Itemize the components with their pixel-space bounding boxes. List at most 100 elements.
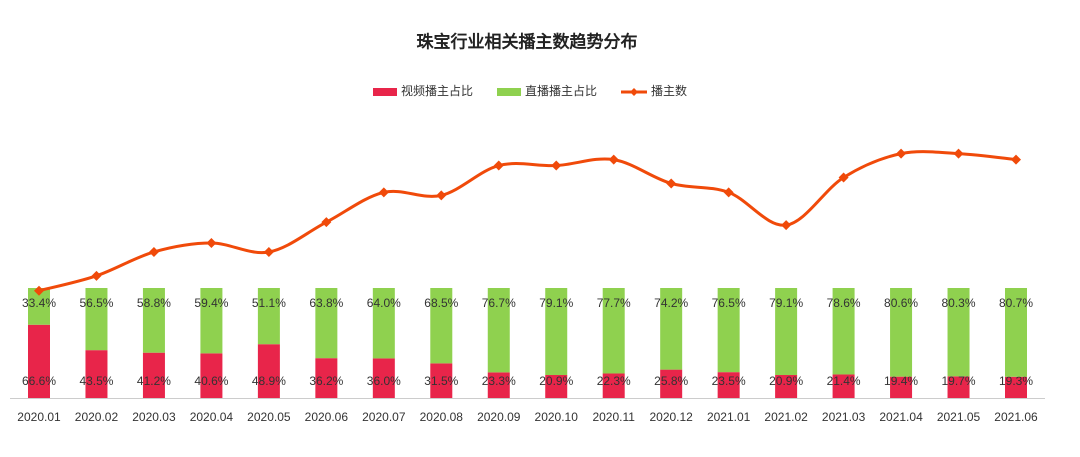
line-marker <box>1011 154 1021 165</box>
legend-swatch <box>497 88 521 96</box>
line-marker <box>436 190 447 201</box>
bar-segment <box>717 372 740 398</box>
line-marker <box>263 246 274 257</box>
bar-segment <box>1005 376 1027 398</box>
x-tick-label: 2020.04 <box>190 410 234 424</box>
value-label: 79.1% <box>769 296 803 310</box>
bar-segment <box>85 350 108 398</box>
value-label: 19.3% <box>999 374 1033 388</box>
value-label: 74.2% <box>654 296 688 310</box>
value-label: 66.6% <box>22 374 56 388</box>
line-marker <box>896 148 907 159</box>
bar-segment <box>717 288 740 373</box>
bar-segment <box>660 288 683 370</box>
value-label: 56.5% <box>79 296 113 310</box>
bar-segment <box>660 369 683 398</box>
value-label: 41.2% <box>137 374 171 388</box>
bar-segment <box>85 288 108 351</box>
value-label: 21.4% <box>827 374 861 388</box>
line-marker <box>723 187 734 198</box>
bar-segment <box>947 288 970 377</box>
x-tick-label: 2021.06 <box>994 410 1038 424</box>
line-marker <box>608 154 619 165</box>
bar-segment <box>602 373 625 398</box>
line-marker <box>551 160 562 171</box>
bar-segment <box>947 376 970 398</box>
line-marker <box>91 270 102 281</box>
bar-segment <box>487 288 510 373</box>
x-tick-label: 2021.04 <box>879 410 923 424</box>
legend-label: 视频播主占比 <box>401 83 473 98</box>
value-label: 59.4% <box>194 296 228 310</box>
bar-segment <box>890 376 913 398</box>
value-label: 33.4% <box>22 296 56 310</box>
x-tick-label: 2020.03 <box>132 410 176 424</box>
value-label: 80.3% <box>942 296 976 310</box>
value-label: 19.7% <box>942 374 976 388</box>
value-label: 63.8% <box>309 296 343 310</box>
x-tick-label: 2021.01 <box>707 410 751 424</box>
x-tick-label: 2020.02 <box>75 410 119 424</box>
line-marker <box>148 246 159 257</box>
bar-segment <box>832 374 855 398</box>
bar-segment <box>545 288 568 376</box>
x-tick-label: 2021.05 <box>937 410 981 424</box>
bar-segment <box>200 288 223 354</box>
bar-segment <box>487 372 510 398</box>
x-tick-label: 2021.03 <box>822 410 866 424</box>
value-label: 78.6% <box>827 296 861 310</box>
bar-segment <box>1005 288 1027 377</box>
value-label: 31.5% <box>424 374 458 388</box>
legend-swatch <box>373 88 397 96</box>
x-tick-label: 2020.05 <box>247 410 291 424</box>
value-label: 20.9% <box>769 374 803 388</box>
value-label: 51.1% <box>252 296 286 310</box>
line-marker <box>206 238 217 249</box>
x-tick-label: 2020.06 <box>305 410 349 424</box>
line-marker <box>34 285 44 296</box>
line-marker <box>321 217 332 228</box>
bar-segment <box>430 363 453 398</box>
bar-segment <box>28 288 50 325</box>
line-marker <box>493 160 504 171</box>
bar-segment <box>315 288 338 359</box>
line <box>38 150 1017 293</box>
line-marker <box>666 178 677 189</box>
value-label: 22.3% <box>597 374 631 388</box>
bar-segment <box>545 375 568 398</box>
value-label: 80.6% <box>884 296 918 310</box>
bar-segment <box>775 375 798 398</box>
chart-title: 珠宝行业相关播主数趋势分布 <box>417 31 638 51</box>
x-tick-label: 2021.02 <box>764 410 808 424</box>
x-tick-label: 2020.10 <box>535 410 579 424</box>
value-label: 36.2% <box>309 374 343 388</box>
x-tick-label: 2020.01 <box>17 410 61 424</box>
legend-label: 直播播主占比 <box>525 83 597 98</box>
bar-segment <box>257 344 280 398</box>
bar-segment <box>28 324 50 398</box>
bar-segment <box>257 288 280 345</box>
bar-segment <box>430 288 453 364</box>
bar-segment <box>142 288 165 353</box>
value-label: 19.4% <box>884 374 918 388</box>
x-tick-label: 2020.08 <box>420 410 464 424</box>
value-label: 80.7% <box>999 296 1033 310</box>
value-label: 77.7% <box>597 296 631 310</box>
value-label: 23.3% <box>482 374 516 388</box>
line-marker <box>953 148 964 159</box>
x-tick-label: 2020.07 <box>362 410 406 424</box>
x-tick-label: 2020.12 <box>649 410 693 424</box>
value-label: 48.9% <box>252 374 286 388</box>
bar-segment <box>890 288 913 377</box>
x-tick-label: 2020.11 <box>592 410 635 424</box>
line-marker <box>838 172 849 183</box>
value-label: 58.8% <box>137 296 171 310</box>
bar-segment <box>832 288 855 375</box>
line-marker <box>378 187 389 198</box>
bar-segment <box>142 352 165 398</box>
bar-segment <box>372 358 395 398</box>
bar-segment <box>372 288 395 359</box>
legend-marker <box>630 88 638 96</box>
value-label: 40.6% <box>194 374 228 388</box>
